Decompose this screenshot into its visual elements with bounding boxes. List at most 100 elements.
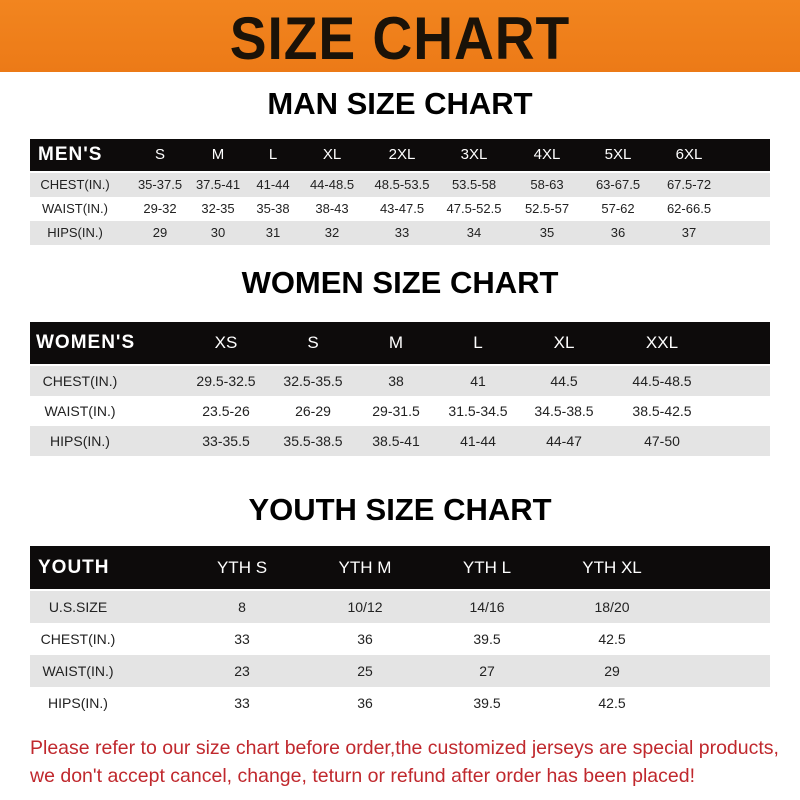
measurement-cell: 36 (610, 225, 626, 240)
measurement-cell: 33 (234, 631, 250, 647)
women-header-label: WOMEN'S (36, 332, 136, 353)
measurement-cell: 32-35 (201, 201, 235, 216)
measurement-cell: 29.5-32.5 (196, 373, 256, 389)
measurement-cell: 53.5-58 (451, 177, 497, 192)
table-row: CHEST(IN.) 33 36 39.5 42.5 (30, 623, 770, 655)
measurement-cell: 48.5-53.5 (374, 177, 430, 192)
measurement-cell: 33 (394, 225, 410, 240)
measurement-cell: 32.5-35.5 (283, 373, 343, 389)
table-row: HIPS(IN.) 29 30 31 32 33 34 35 36 37 (30, 221, 770, 245)
measurement-cell: 38.5-42.5 (632, 403, 692, 419)
table-row: WAIST(IN.) 29-32 32-35 35-38 38-43 43-47.5 47.… (30, 197, 770, 221)
measurement-cell: 14/16 (469, 599, 505, 615)
size-column-header: 2XL (388, 146, 416, 163)
size-column-header: 6XL (675, 146, 703, 163)
measurement-cell: 44.5-48.5 (632, 373, 692, 389)
size-column-header: XS (214, 333, 238, 352)
measurement-cell: 39.5 (473, 631, 501, 647)
measurement-cell: 63-67.5 (595, 177, 641, 192)
banner-title: SIZE CHART (229, 5, 571, 72)
table-row: HIPS(IN.) 33-35.5 35.5-38.5 38.5-41 41-44 44-… (30, 426, 770, 456)
disclaimer-line-1: Please refer to our size chart before or… (30, 737, 779, 759)
measurement-cell: 62-66.5 (666, 201, 712, 216)
size-column-header: 5XL (604, 146, 632, 163)
size-column-header: 4XL (533, 146, 561, 163)
measurement-cell: 44-48.5 (309, 177, 355, 192)
row-label: HIPS(IN.) (50, 433, 110, 449)
size-column-header: L (473, 333, 483, 352)
measurement-cell: 34.5-38.5 (534, 403, 594, 419)
measurement-cell: 18/20 (594, 599, 630, 615)
measurement-cell: 36 (357, 631, 373, 647)
measurement-cell: 41-44 (256, 177, 290, 192)
measurement-cell: 35-38 (256, 201, 290, 216)
measurement-cell: 36 (357, 695, 373, 711)
measurement-cell: 23 (234, 663, 250, 679)
size-column-header: XXL (645, 333, 679, 352)
women-header-row: WOMEN'S XS S M L XL XXL (30, 322, 770, 364)
table-row: HIPS(IN.) 33 36 39.5 42.5 (30, 687, 770, 719)
men-header-row: MEN'S S M L XL 2XL 3XL 4XL 5XL 6XL (30, 139, 770, 171)
size-column-header: XL (322, 146, 342, 163)
measurement-cell: 47-50 (644, 433, 680, 449)
measurement-cell: 37.5-41 (195, 177, 241, 192)
measurement-cell: 31 (265, 225, 281, 240)
measurement-cell: 47.5-52.5 (446, 201, 502, 216)
disclaimer-line-2: we don't accept cancel, change, teturn o… (30, 765, 695, 787)
size-column-header: 3XL (460, 146, 488, 163)
measurement-cell: 42.5 (598, 695, 626, 711)
youth-header-row: YOUTH YTH S YTH M YTH L YTH XL (30, 546, 770, 589)
measurement-cell: 39.5 (473, 695, 501, 711)
size-column-header: S (307, 333, 319, 352)
measurement-cell: 29 (152, 225, 168, 240)
table-row: CHEST(IN.) 35-37.5 37.5-41 41-44 44-48.5 48.5… (30, 173, 770, 197)
measurement-cell: 26-29 (295, 403, 331, 419)
measurement-cell: 10/12 (347, 599, 383, 615)
youth-header-label: YOUTH (38, 557, 110, 578)
youth-section-title: YOUTH SIZE CHART (248, 492, 552, 527)
measurement-cell: 44.5 (550, 373, 578, 389)
measurement-cell: 8 (238, 599, 246, 615)
size-column-header: S (154, 146, 166, 163)
measurement-cell: 41 (470, 373, 486, 389)
measurement-cell: 23.5-26 (202, 403, 250, 419)
measurement-cell: 38 (388, 373, 404, 389)
measurement-cell: 35 (539, 225, 555, 240)
measurement-cell: 33 (234, 695, 250, 711)
size-column-header: M (211, 146, 225, 163)
size-column-header: XL (553, 333, 575, 352)
measurement-cell: 32 (324, 225, 340, 240)
size-column-header: M (388, 333, 404, 352)
row-label: CHEST(IN.) (42, 373, 118, 389)
measurement-cell: 31.5-34.5 (448, 403, 508, 419)
row-label: CHEST(IN.) (40, 177, 110, 192)
measurement-cell: 58-63 (530, 177, 564, 192)
table-row: U.S.SIZE 8 10/12 14/16 18/20 (30, 591, 770, 623)
size-column-header: YTH L (462, 558, 512, 577)
row-label: WAIST(IN.) (42, 201, 108, 216)
row-label: WAIST(IN.) (44, 403, 116, 419)
measurement-cell: 25 (357, 663, 373, 679)
measurement-cell: 33-35.5 (202, 433, 250, 449)
men-header-label: MEN'S (38, 144, 103, 165)
size-column-header: YTH XL (582, 558, 642, 577)
measurement-cell: 43-47.5 (379, 201, 425, 216)
disclaimer-notice: Please refer to our size chart before or… (30, 734, 790, 790)
size-column-header: L (268, 146, 278, 163)
measurement-cell: 35-37.5 (137, 177, 183, 192)
measurement-cell: 67.5-72 (666, 177, 712, 192)
measurement-cell: 35.5-38.5 (283, 433, 343, 449)
measurement-cell: 30 (210, 225, 226, 240)
row-label: U.S.SIZE (48, 599, 108, 615)
banner: SIZE CHART (0, 0, 800, 72)
measurement-cell: 34 (466, 225, 482, 240)
measurement-cell: 52.5-57 (524, 201, 570, 216)
measurement-cell: 41-44 (460, 433, 496, 449)
women-section-title: WOMEN SIZE CHART (241, 265, 559, 300)
measurement-cell: 27 (479, 663, 495, 679)
measurement-cell: 37 (681, 225, 697, 240)
row-label: WAIST(IN.) (42, 663, 114, 679)
table-row: WAIST(IN.) 23.5-26 26-29 29-31.5 31.5-34.5 34… (30, 396, 770, 426)
measurement-cell: 38.5-41 (372, 433, 420, 449)
measurement-cell: 57-62 (601, 201, 635, 216)
